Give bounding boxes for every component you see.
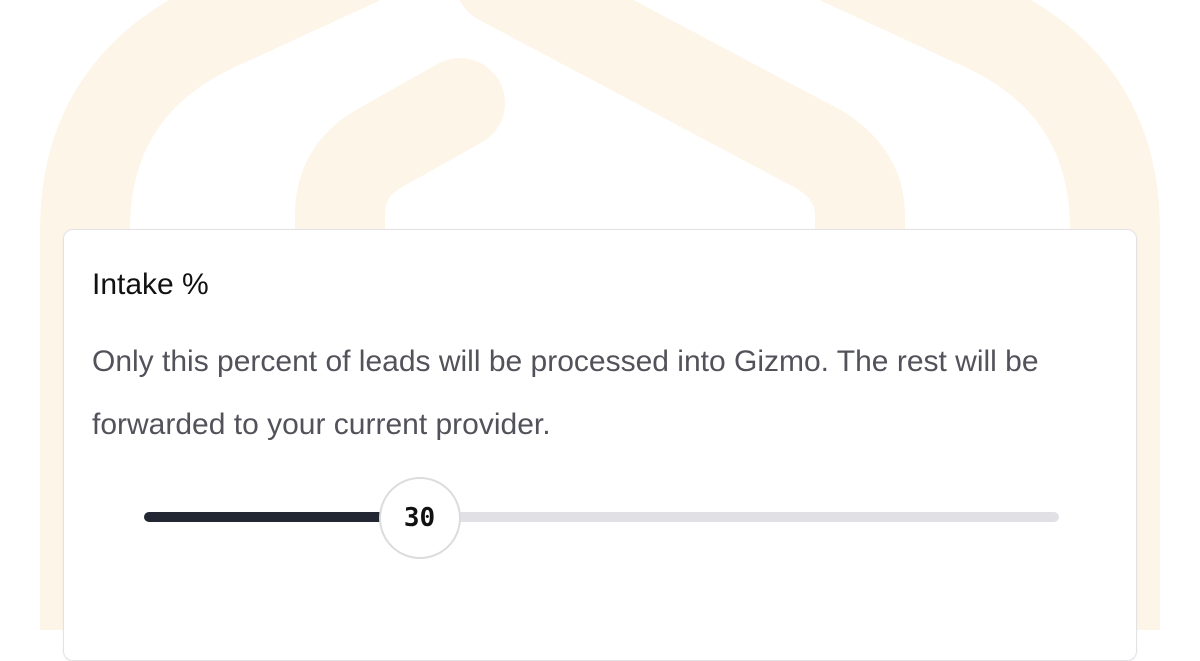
intake-slider-track[interactable]: 30	[144, 477, 1059, 559]
intake-slider-fill	[144, 512, 419, 522]
card-description: Only this percent of leads will be proce…	[92, 345, 1039, 441]
card-title: Intake %	[92, 268, 209, 301]
logo-watermark-icon	[40, 0, 1160, 630]
intake-card: Intake % Only this percent of leads will…	[63, 229, 1137, 661]
slider-value-label: 30	[403, 503, 436, 533]
intake-slider-handle[interactable]: 30	[378, 477, 461, 559]
